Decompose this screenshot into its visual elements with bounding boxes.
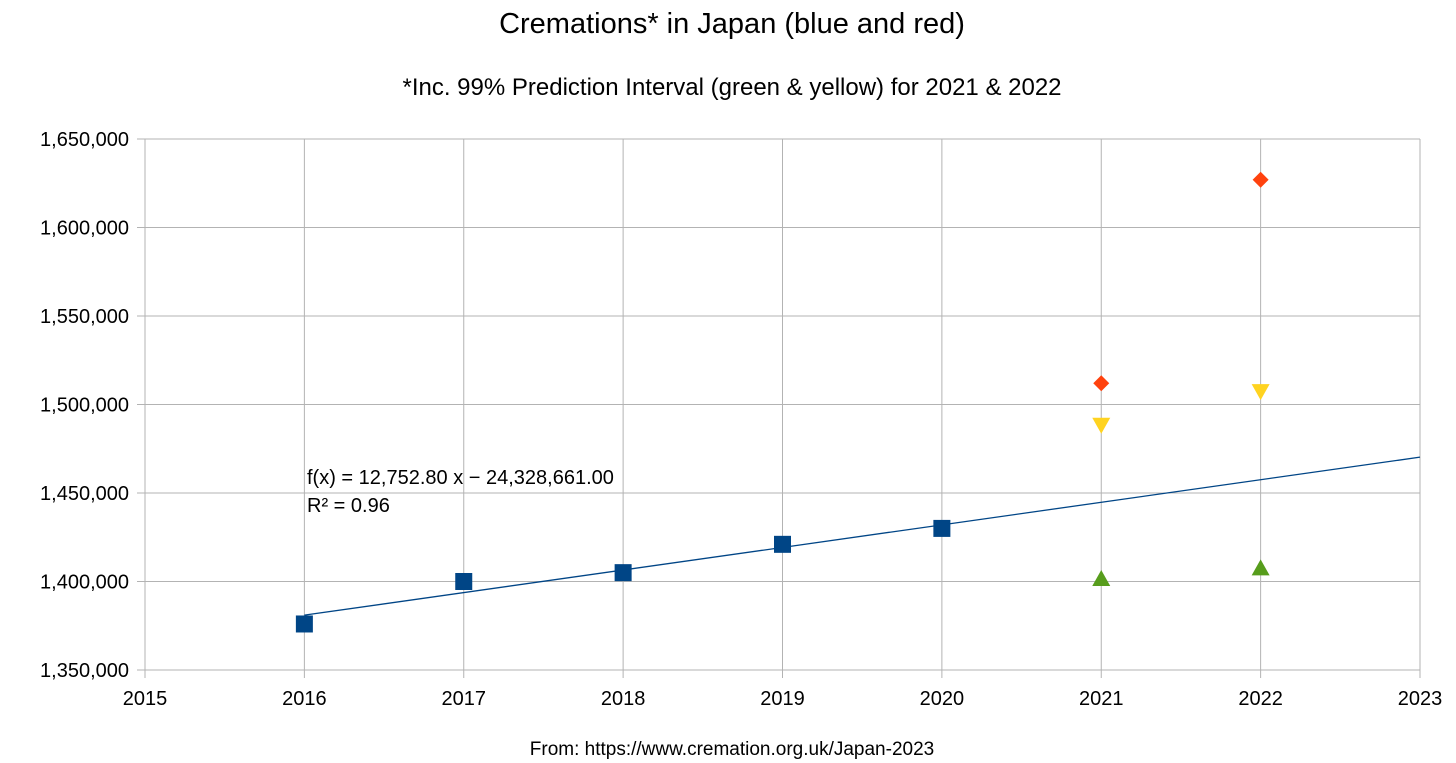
square-marker bbox=[614, 564, 632, 582]
x-tick-label: 2018 bbox=[601, 688, 646, 710]
x-tick-label: 2017 bbox=[442, 688, 487, 710]
triangle-down-marker bbox=[1251, 384, 1270, 401]
trendline bbox=[304, 456, 1421, 616]
y-tick-label: 1,350,000 bbox=[40, 660, 129, 682]
square-marker bbox=[774, 535, 791, 553]
grid-lines bbox=[137, 138, 1421, 678]
y-tick-label: 1,400,000 bbox=[40, 572, 129, 594]
x-tick-label: 2022 bbox=[1238, 688, 1283, 710]
y-tick-label: 1,450,000 bbox=[40, 483, 129, 505]
x-tick-label: 2021 bbox=[1079, 688, 1124, 710]
x-tick-label: 2023 bbox=[1398, 688, 1443, 710]
square-marker bbox=[295, 615, 313, 633]
diamond-marker bbox=[1093, 375, 1110, 392]
trendline-equation: f(x) = 12,752.80 x − 24,328,661.00 bbox=[307, 467, 614, 489]
square-marker bbox=[455, 573, 473, 590]
x-axis-tick-labels: 2015 2016 2017 2018 2019 2020 2021 2022 2023 bbox=[123, 688, 1443, 710]
y-tick-label: 1,550,000 bbox=[40, 306, 129, 328]
triangle-down-marker bbox=[1092, 417, 1111, 434]
y-tick-label: 1,500,000 bbox=[40, 395, 129, 417]
trendline-r-squared: R² = 0.96 bbox=[307, 495, 390, 517]
square-marker bbox=[933, 519, 951, 537]
triangle-up-marker bbox=[1092, 569, 1111, 586]
x-tick-label: 2019 bbox=[760, 688, 805, 710]
y-axis-tick-labels: 1,350,000 1,400,000 1,450,000 1,500,000 1,55… bbox=[40, 129, 129, 682]
y-tick-label: 1,600,000 bbox=[40, 218, 129, 240]
x-tick-label: 2020 bbox=[920, 688, 965, 710]
x-tick-label: 2015 bbox=[123, 688, 168, 710]
x-tick-label: 2016 bbox=[282, 688, 327, 710]
triangle-up-marker bbox=[1251, 559, 1270, 576]
chart-title: Cremations* in Japan (blue and red) bbox=[499, 8, 965, 40]
trendline-group bbox=[304, 456, 1421, 616]
chart-subtitle: *Inc. 99% Prediction Interval (green & y… bbox=[402, 74, 1061, 101]
data-points bbox=[295, 171, 1270, 633]
source-note: From: https://www.cremation.org.uk/Japan… bbox=[530, 739, 934, 760]
y-tick-label: 1,650,000 bbox=[40, 129, 129, 151]
diamond-marker bbox=[1252, 171, 1269, 188]
